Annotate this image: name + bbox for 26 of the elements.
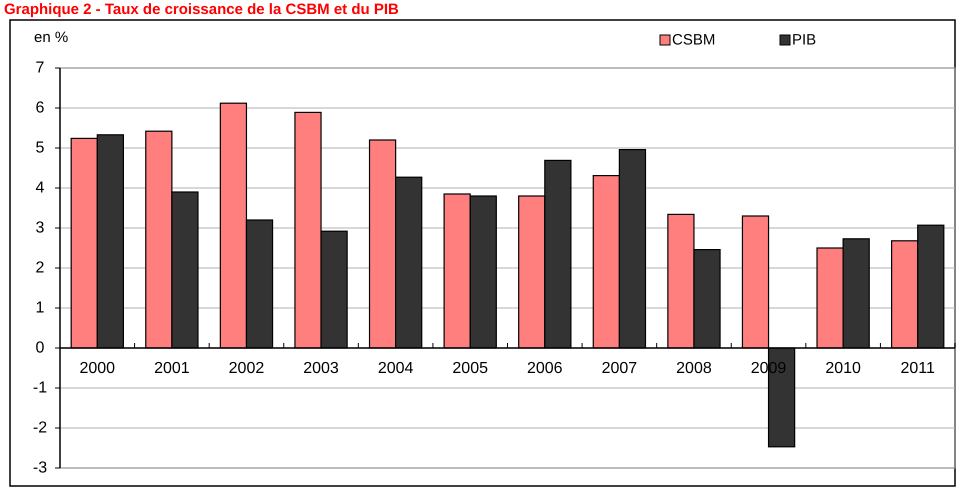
x-tick-label: 2001 [154,360,190,377]
x-tick-label: 2000 [79,360,116,377]
x-tick-label: 2007 [602,360,638,377]
y-tick-label: 7 [36,60,45,76]
y-tick-label: -2 [32,420,48,436]
x-tick-label: 2008 [676,360,712,377]
legend-label: CSBM [672,32,716,48]
y-tick-label: 5 [36,140,45,156]
y-tick-label: -3 [32,460,48,476]
y-axis-title: en % [34,29,68,46]
x-tick-label: 2002 [228,360,264,377]
x-tick-label: 2003 [303,360,339,377]
x-tick-label: 2006 [526,360,563,377]
x-tick-label: 2004 [378,360,414,377]
x-tick-label: 2011 [900,360,936,377]
y-tick-label: 6 [36,100,45,116]
y-tick-label: 4 [36,180,45,196]
y-tick-label: 3 [36,220,45,236]
legend-label: PIB [792,32,816,48]
y-tick-label: -1 [32,380,48,396]
y-tick-label: 1 [36,300,45,316]
x-tick-label: 2005 [452,360,488,377]
y-tick-label: 2 [36,260,45,276]
chart-title: Graphique 2 - Taux de croissance de la CSBM et du PIB [4,1,399,18]
x-tick-label: 2010 [825,360,862,377]
y-tick-label: 0 [36,340,45,356]
